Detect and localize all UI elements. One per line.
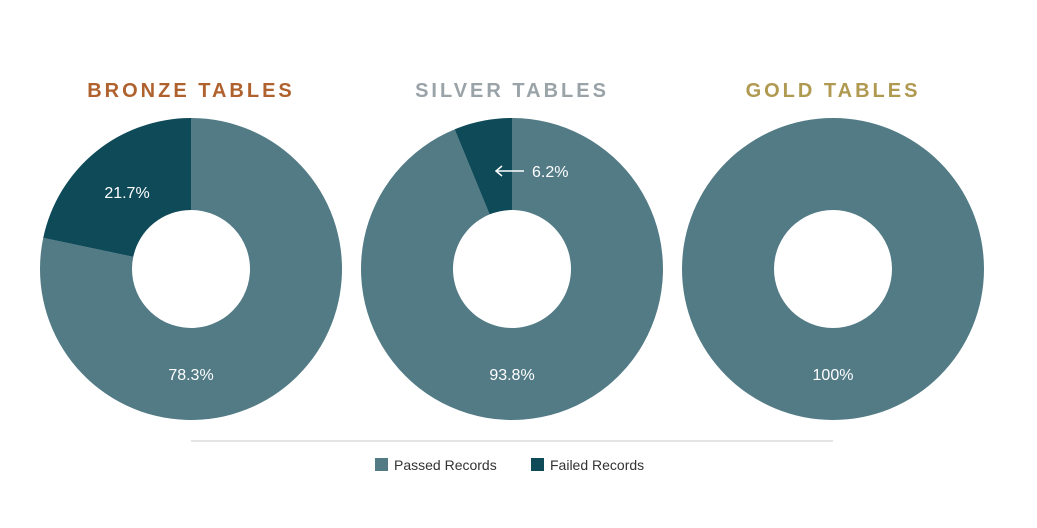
legend: Passed Records Failed Records (375, 457, 644, 473)
failed-value-label: 6.2% (532, 164, 568, 181)
passed-records-slice (682, 118, 984, 420)
chart-title: GOLD TABLES (746, 80, 921, 102)
passed-value-label: 78.3% (168, 367, 213, 384)
legend-swatch (375, 458, 388, 471)
failed-records-slice (454, 118, 512, 215)
donut-chart-1: BRONZE TABLES 78.3% 21.7% (39, 80, 343, 421)
legend-swatch (531, 458, 544, 471)
failed-records-slice (43, 118, 191, 257)
passed-records-slice (39, 118, 343, 421)
passed-value-label: 93.8% (489, 367, 534, 384)
legend-label: Passed Records (394, 457, 497, 473)
passed-records-slice (361, 118, 663, 420)
chart-title: SILVER TABLES (415, 80, 609, 102)
passed-value-label: 100% (813, 367, 854, 384)
donut-chart-2: SILVER TABLES 93.8% 6.2% (361, 80, 663, 420)
chart-title: BRONZE TABLES (87, 80, 295, 102)
callout-arrow-head (494, 165, 503, 177)
donut-chart-3: GOLD TABLES 100% (682, 80, 984, 420)
failed-value-label: 21.7% (104, 185, 149, 202)
legend-label: Failed Records (550, 457, 644, 473)
